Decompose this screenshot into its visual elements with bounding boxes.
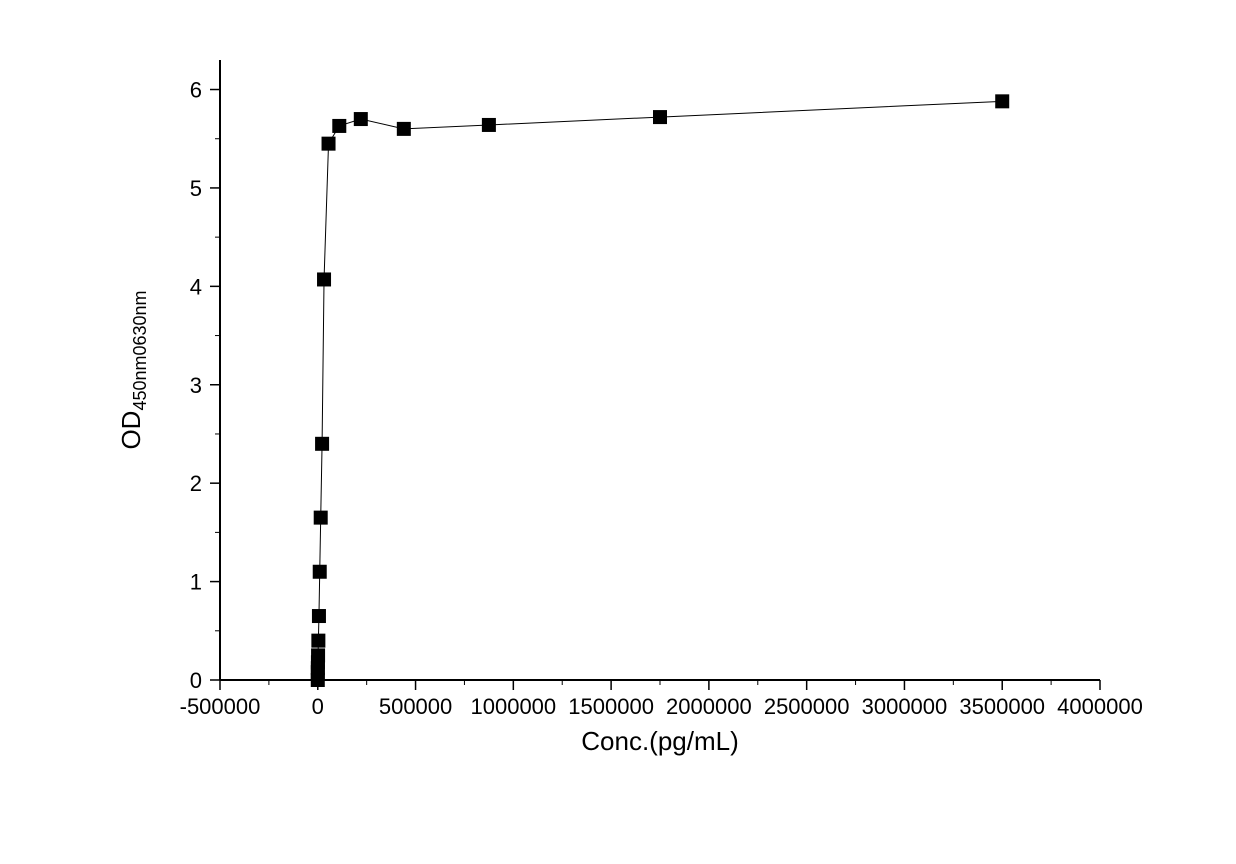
x-tick-label: 500000: [379, 694, 452, 719]
data-marker: [314, 511, 328, 525]
data-marker: [397, 122, 411, 136]
data-marker: [317, 272, 331, 286]
x-axis-label: Conc.(pg/mL): [581, 726, 739, 756]
y-tick-label: 1: [190, 570, 202, 595]
data-marker: [332, 119, 346, 133]
data-marker: [315, 437, 329, 451]
x-tick-label: 3500000: [959, 694, 1045, 719]
y-tick-label: 5: [190, 176, 202, 201]
x-tick-label: 0: [312, 694, 324, 719]
data-marker: [322, 137, 336, 151]
data-marker: [482, 118, 496, 132]
data-marker: [313, 565, 327, 579]
data-marker: [653, 110, 667, 124]
x-tick-label: 3000000: [862, 694, 948, 719]
line-chart: -500000050000010000001500000200000025000…: [0, 0, 1236, 864]
y-tick-label: 0: [190, 668, 202, 693]
y-tick-label: 3: [190, 373, 202, 398]
chart-container: -500000050000010000001500000200000025000…: [0, 0, 1236, 864]
data-marker: [354, 112, 368, 126]
x-tick-label: 2000000: [666, 694, 752, 719]
data-marker: [311, 648, 325, 662]
x-tick-label: -500000: [180, 694, 261, 719]
data-marker: [995, 94, 1009, 108]
x-tick-label: 2500000: [764, 694, 850, 719]
x-tick-label: 1500000: [568, 694, 654, 719]
y-tick-label: 6: [190, 78, 202, 103]
x-tick-label: 4000000: [1057, 694, 1143, 719]
y-tick-label: 2: [190, 471, 202, 496]
y-tick-label: 4: [190, 274, 202, 299]
data-marker: [312, 609, 326, 623]
data-marker: [311, 634, 325, 648]
x-tick-label: 1000000: [471, 694, 557, 719]
